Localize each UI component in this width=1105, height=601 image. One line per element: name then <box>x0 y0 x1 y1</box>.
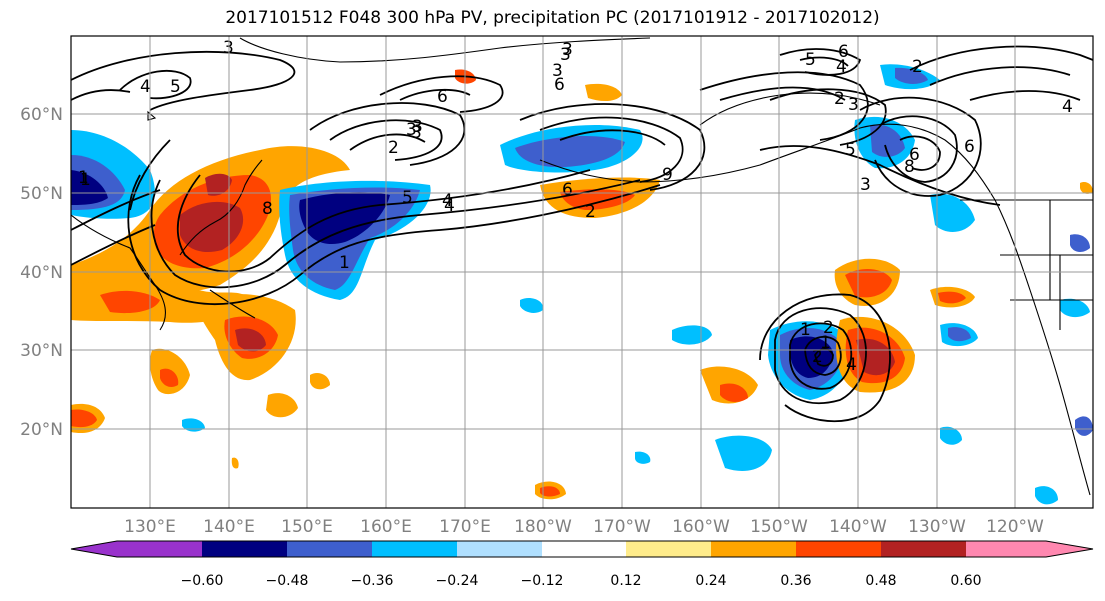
colorbar-tick-labels: −0.60 −0.48 −0.36 −0.24 −0.12 0.12 0.24 … <box>181 573 982 589</box>
pv-contours <box>71 45 1093 422</box>
svg-text:1: 1 <box>800 320 811 340</box>
lat-label: 30°N <box>20 341 63 361</box>
colorbar-segment <box>457 541 542 557</box>
svg-text:5: 5 <box>845 140 856 160</box>
svg-text:5: 5 <box>402 188 413 208</box>
colorbar-tick-label: −0.48 <box>266 573 309 589</box>
svg-text:6: 6 <box>554 75 565 95</box>
lon-label: 150°E <box>281 517 333 537</box>
svg-text:4: 4 <box>1062 97 1073 117</box>
svg-text:2: 2 <box>388 138 399 158</box>
colorbar-tick-label: 0.60 <box>950 573 981 589</box>
svg-text:3: 3 <box>406 120 417 140</box>
lat-label: 50°N <box>20 184 63 204</box>
svg-text:5: 5 <box>805 50 816 70</box>
gridlines <box>71 36 1093 508</box>
colorbar-extend-low <box>71 541 117 557</box>
longitude-labels: 130°E 140°E 150°E 160°E 170°E 180°W 170°… <box>124 517 1044 537</box>
colorbar-tick-label: −0.24 <box>436 573 479 589</box>
colorbar-tick-label: −0.12 <box>521 573 564 589</box>
colorbar-segment <box>117 541 202 557</box>
colorbar-extend-high <box>966 541 1093 557</box>
colorbar-segment <box>881 541 966 557</box>
lon-label: 140°E <box>203 517 255 537</box>
colorbar-outline <box>70 540 1094 558</box>
map-frame <box>70 35 1094 509</box>
colorbar-segment <box>626 541 711 557</box>
svg-text:2: 2 <box>823 318 834 338</box>
svg-text:3: 3 <box>560 45 571 65</box>
svg-text:3: 3 <box>860 175 871 195</box>
colorbar-segment <box>372 541 457 557</box>
svg-text:2: 2 <box>585 202 596 222</box>
latitude-labels: 60°N 50°N 40°N 30°N 20°N <box>20 105 63 440</box>
svg-text:4: 4 <box>442 191 453 211</box>
svg-text:6: 6 <box>964 137 975 157</box>
colorbar-tick-label: 0.48 <box>865 573 896 589</box>
svg-text:6: 6 <box>437 87 448 107</box>
svg-text:6: 6 <box>838 42 849 62</box>
colorbar-segment <box>202 541 287 557</box>
svg-text:3: 3 <box>411 123 422 143</box>
svg-text:4: 4 <box>140 77 151 97</box>
svg-text:1: 1 <box>339 253 350 273</box>
svg-text:1: 1 <box>78 168 89 188</box>
svg-text:1: 1 <box>80 170 91 190</box>
svg-text:4: 4 <box>444 196 455 216</box>
svg-text:2: 2 <box>834 89 845 109</box>
chart-title: 2017101512 F048 300 hPa PV, precipitatio… <box>225 8 880 28</box>
colorbar-segment <box>711 541 796 557</box>
svg-text:3: 3 <box>412 117 423 137</box>
colorbar-segment <box>542 541 626 557</box>
precipitation-shading <box>71 64 1093 505</box>
lon-label: 160°W <box>672 517 730 537</box>
lon-label: 170°W <box>593 517 651 537</box>
colorbar-tick-label: 0.12 <box>610 573 641 589</box>
svg-text:8: 8 <box>904 157 915 177</box>
svg-text:5: 5 <box>170 77 181 97</box>
svg-text:3: 3 <box>223 38 234 58</box>
pv-contour-labels: 3 4 5 3 2 3 6 1 3 2 6 3 3 6 5 4 2 3 5 3 … <box>78 38 1073 375</box>
lon-label: 170°E <box>439 517 491 537</box>
colorbar-tick-label: 0.24 <box>695 573 726 589</box>
colorbar-segment <box>796 541 881 557</box>
svg-text:9: 9 <box>662 165 673 185</box>
svg-text:4: 4 <box>836 57 847 77</box>
lon-label: 130°W <box>908 517 966 537</box>
svg-text:3: 3 <box>552 61 563 81</box>
svg-text:8: 8 <box>262 199 273 219</box>
svg-text:1: 1 <box>820 333 831 353</box>
lon-label: 150°W <box>750 517 808 537</box>
svg-text:6: 6 <box>909 145 920 165</box>
colorbar-segment <box>287 541 372 557</box>
svg-text:3: 3 <box>562 40 573 60</box>
lat-label: 40°N <box>20 263 63 283</box>
lon-label: 140°W <box>829 517 887 537</box>
lon-label: 120°W <box>986 517 1044 537</box>
lon-label: 130°E <box>124 517 176 537</box>
svg-text:4: 4 <box>846 355 857 375</box>
colorbar <box>70 540 1094 558</box>
lat-label: 20°N <box>20 420 63 440</box>
svg-text:2: 2 <box>912 57 923 77</box>
svg-text:2: 2 <box>812 347 823 367</box>
lon-label: 160°E <box>360 517 412 537</box>
lon-label: 180°W <box>514 517 572 537</box>
colorbar-tick-label: 0.36 <box>780 573 811 589</box>
colorbar-tick-label: −0.36 <box>351 573 394 589</box>
svg-text:6: 6 <box>562 180 573 200</box>
colorbar-tick-label: −0.60 <box>181 573 224 589</box>
svg-text:3: 3 <box>848 95 859 115</box>
lat-label: 60°N <box>20 105 63 125</box>
